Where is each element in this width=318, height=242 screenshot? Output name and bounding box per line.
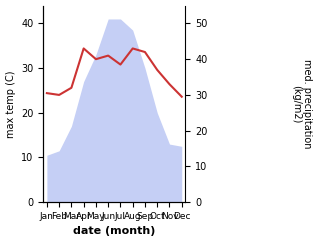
Y-axis label: max temp (C): max temp (C)	[5, 70, 16, 138]
X-axis label: date (month): date (month)	[73, 227, 156, 236]
Y-axis label: med. precipitation
(kg/m2): med. precipitation (kg/m2)	[291, 59, 313, 149]
